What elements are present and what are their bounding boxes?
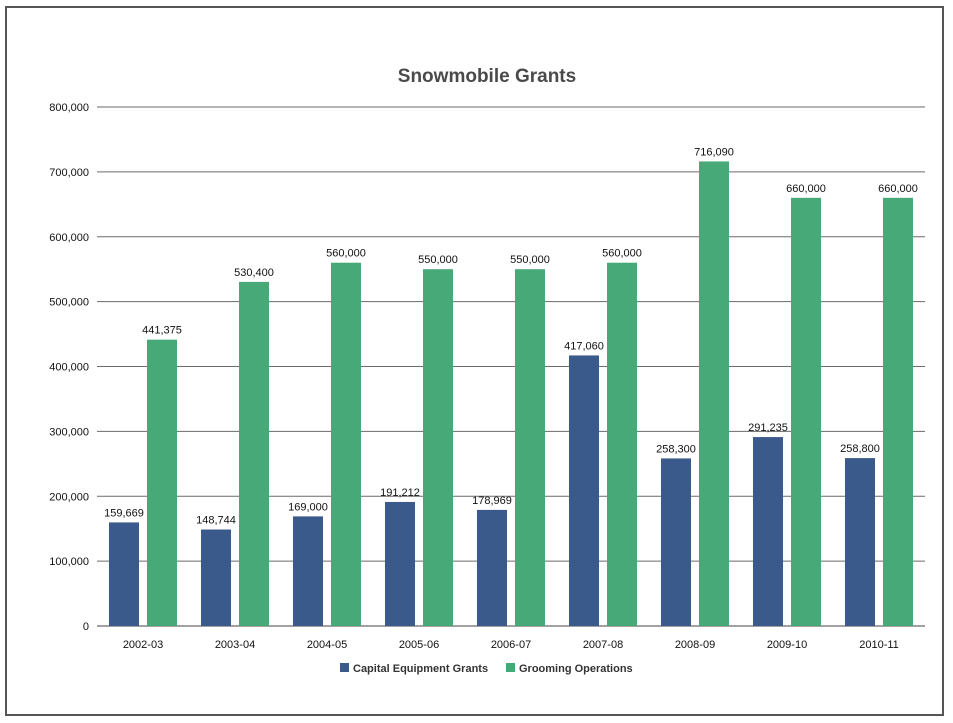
bar-grooming-operations-2007-08 — [607, 262, 637, 626]
legend: Capital Equipment Grants Grooming Operati… — [340, 663, 633, 675]
data-labels: 159,669 441,375 148,744 530,400 169,000 560,0… — [104, 146, 918, 526]
y-tick-label: 300,000 — [49, 426, 89, 438]
x-tick-label: 2002-03 — [123, 639, 163, 651]
bar-grooming-operations-2008-09 — [699, 161, 729, 626]
y-tick-label: 0 — [83, 621, 89, 633]
y-tick-label: 600,000 — [49, 232, 89, 244]
y-tick-label: 200,000 — [49, 491, 89, 503]
bar-capital-equipment-grants-2006-07 — [477, 509, 507, 626]
data-label: 417,060 — [564, 340, 604, 352]
data-label: 178,969 — [472, 495, 512, 507]
y-tick-label: 100,000 — [49, 556, 89, 568]
data-label: 550,000 — [418, 254, 458, 266]
bar-capital-equipment-grants-2008-09 — [661, 458, 691, 626]
data-label: 291,235 — [748, 422, 788, 434]
bar-grooming-operations-2005-06 — [423, 269, 453, 626]
legend-label-capital-equipment-grants: Capital Equipment Grants — [353, 663, 488, 675]
bar-capital-equipment-grants-2004-05 — [293, 516, 323, 626]
x-tick-label: 2010-11 — [859, 639, 899, 651]
gridlines — [97, 106, 925, 627]
bar-grooming-operations-2010-11 — [883, 197, 913, 626]
y-tick-label: 400,000 — [49, 362, 89, 374]
y-tick-label: 800,000 — [49, 102, 89, 114]
x-tick-label: 2004-05 — [307, 639, 347, 651]
data-label: 560,000 — [326, 248, 366, 260]
bar-grooming-operations-2009-10 — [791, 197, 821, 626]
bars — [109, 161, 913, 626]
legend-swatch-grooming-operations — [506, 663, 515, 672]
data-label: 258,300 — [656, 443, 696, 455]
data-label: 441,375 — [142, 325, 182, 337]
legend-swatch-capital-equipment-grants — [340, 663, 349, 672]
bar-capital-equipment-grants-2007-08 — [569, 355, 599, 626]
x-axis-ticks: 2002-03 2003-04 2004-05 2005-06 2006-07 2007-… — [123, 639, 899, 651]
bar-grooming-operations-2003-04 — [239, 281, 269, 626]
x-tick-label: 2003-04 — [215, 639, 255, 651]
data-label: 660,000 — [786, 183, 826, 195]
bar-grooming-operations-2002-03 — [147, 339, 177, 626]
y-axis-ticks: 0 100,000 200,000 300,000 400,000 500,000 600,… — [49, 102, 89, 633]
data-label: 169,000 — [288, 501, 328, 513]
data-label: 530,400 — [234, 267, 274, 279]
data-label: 660,000 — [878, 183, 918, 195]
bar-capital-equipment-grants-2009-10 — [753, 437, 783, 626]
data-label: 159,669 — [104, 507, 144, 519]
bar-capital-equipment-grants-2010-11 — [845, 458, 875, 626]
x-tick-label: 2008-09 — [675, 639, 715, 651]
x-tick-label: 2007-08 — [583, 639, 623, 651]
y-tick-label: 500,000 — [49, 297, 89, 309]
data-label: 148,744 — [196, 515, 236, 527]
bar-grooming-operations-2006-07 — [515, 269, 545, 626]
bar-grooming-operations-2004-05 — [331, 262, 361, 626]
x-tick-label: 2009-10 — [767, 639, 807, 651]
chart-title: Snowmobile Grants — [398, 66, 576, 87]
data-label: 191,212 — [380, 487, 420, 499]
data-label: 716,090 — [694, 146, 734, 158]
legend-label-grooming-operations: Grooming Operations — [519, 663, 633, 675]
data-label: 550,000 — [510, 254, 550, 266]
y-tick-label: 700,000 — [49, 167, 89, 179]
x-tick-label: 2005-06 — [399, 639, 439, 651]
bar-capital-equipment-grants-2002-03 — [109, 522, 139, 626]
x-tick-label: 2006-07 — [491, 639, 531, 651]
data-label: 560,000 — [602, 248, 642, 260]
bar-capital-equipment-grants-2005-06 — [385, 501, 415, 626]
bar-capital-equipment-grants-2003-04 — [201, 529, 231, 626]
data-label: 258,800 — [840, 443, 880, 455]
